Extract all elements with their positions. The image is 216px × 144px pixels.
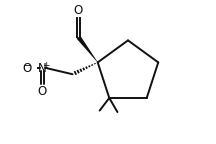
- Text: −: −: [23, 61, 32, 71]
- Text: O: O: [22, 62, 32, 75]
- Text: O: O: [38, 85, 47, 98]
- Text: N: N: [38, 62, 47, 75]
- Text: O: O: [74, 4, 83, 17]
- Text: +: +: [42, 61, 49, 70]
- Polygon shape: [77, 36, 98, 62]
